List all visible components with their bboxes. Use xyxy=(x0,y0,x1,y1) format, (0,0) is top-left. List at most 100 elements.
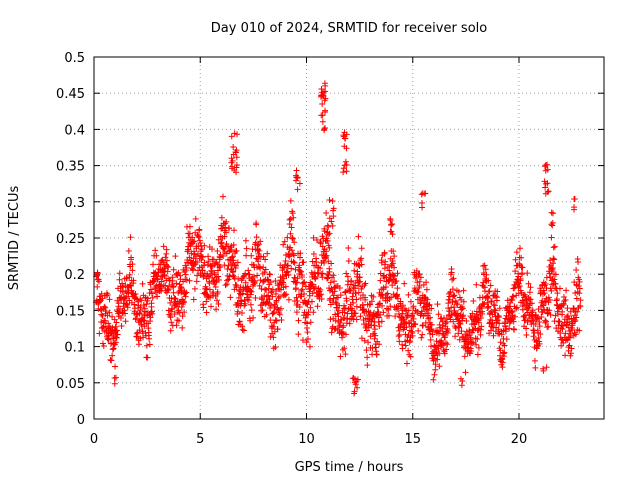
data-point xyxy=(122,318,129,325)
data-point xyxy=(292,285,299,292)
data-point xyxy=(449,276,456,283)
data-point xyxy=(394,295,401,302)
data-point xyxy=(523,331,530,338)
data-point xyxy=(343,270,350,277)
data-point xyxy=(470,339,477,346)
y-tick-label: 0.5 xyxy=(64,51,85,66)
data-point xyxy=(414,308,421,315)
data-point xyxy=(480,262,487,269)
data-point xyxy=(284,268,291,275)
data-point xyxy=(548,234,555,241)
data-point xyxy=(532,321,539,328)
data-point xyxy=(566,327,573,334)
data-point xyxy=(214,267,221,274)
data-point xyxy=(243,252,250,259)
y-tick-labels: 0 0.05 0.1 0.15 0.2 0.25 0.3 0.35 0.4 0.45 0.5 xyxy=(56,51,85,428)
data-point xyxy=(369,314,376,321)
data-point xyxy=(554,296,561,303)
data-point xyxy=(542,184,549,191)
data-point xyxy=(358,245,365,252)
data-point xyxy=(490,332,497,339)
data-point xyxy=(112,363,119,370)
data-point xyxy=(269,330,276,337)
data-point xyxy=(102,308,109,315)
data-point xyxy=(186,223,193,230)
data-point xyxy=(139,280,146,287)
data-point xyxy=(96,330,103,337)
data-point xyxy=(445,305,452,312)
data-point xyxy=(443,328,450,335)
data-point xyxy=(325,231,332,238)
data-point xyxy=(326,215,333,222)
data-point xyxy=(292,266,299,273)
data-point xyxy=(137,306,144,313)
data-point xyxy=(183,276,190,283)
data-point xyxy=(313,258,320,265)
data-point xyxy=(125,247,132,254)
data-point xyxy=(506,325,513,332)
data-point xyxy=(282,257,289,264)
data-point xyxy=(282,283,289,290)
data-point xyxy=(287,230,294,237)
data-point xyxy=(179,324,186,331)
data-point xyxy=(335,313,342,320)
data-point xyxy=(545,323,552,330)
data-point xyxy=(162,254,169,261)
data-point xyxy=(205,253,212,260)
data-point xyxy=(272,277,279,284)
data-point xyxy=(106,296,113,303)
data-point xyxy=(248,307,255,314)
y-tick-label: 0.35 xyxy=(56,160,85,175)
data-point xyxy=(151,278,158,285)
data-point xyxy=(267,317,274,324)
data-point xyxy=(312,284,319,291)
data-point xyxy=(127,281,134,288)
data-point xyxy=(525,304,532,311)
data-point xyxy=(318,291,325,298)
data-point xyxy=(109,346,116,353)
data-point xyxy=(250,314,257,321)
data-point xyxy=(576,285,583,292)
data-point xyxy=(108,357,115,364)
data-point xyxy=(494,294,501,301)
data-point xyxy=(230,144,237,151)
data-point xyxy=(494,288,501,295)
data-point xyxy=(575,259,582,266)
data-point xyxy=(352,279,359,286)
data-point xyxy=(549,210,556,217)
y-tick-label: 0.1 xyxy=(64,341,85,356)
data-point xyxy=(215,273,222,280)
data-point xyxy=(147,314,154,321)
data-point xyxy=(258,285,265,292)
data-point xyxy=(257,265,264,272)
data-point xyxy=(269,293,276,300)
grid-lines xyxy=(94,57,604,419)
data-point xyxy=(527,284,534,291)
data-point xyxy=(439,325,446,332)
data-point xyxy=(524,270,531,277)
data-point xyxy=(391,264,398,271)
data-point xyxy=(272,344,279,351)
data-point xyxy=(348,277,355,284)
data-point xyxy=(349,293,356,300)
data-point xyxy=(189,266,196,273)
data-point xyxy=(317,265,324,272)
data-point xyxy=(375,314,382,321)
data-point xyxy=(124,304,131,311)
data-point xyxy=(261,269,268,276)
data-point xyxy=(576,278,583,285)
data-point xyxy=(167,299,174,306)
data-point xyxy=(532,364,539,371)
data-point xyxy=(337,319,344,326)
data-point xyxy=(173,322,180,329)
data-point xyxy=(529,307,536,314)
data-point xyxy=(136,326,143,333)
data-point xyxy=(459,333,466,340)
data-point xyxy=(382,258,389,265)
data-point xyxy=(549,281,556,288)
data-point xyxy=(512,256,519,263)
data-point xyxy=(418,334,425,341)
data-point xyxy=(396,338,403,345)
data-point xyxy=(246,271,253,278)
data-point xyxy=(232,149,239,156)
